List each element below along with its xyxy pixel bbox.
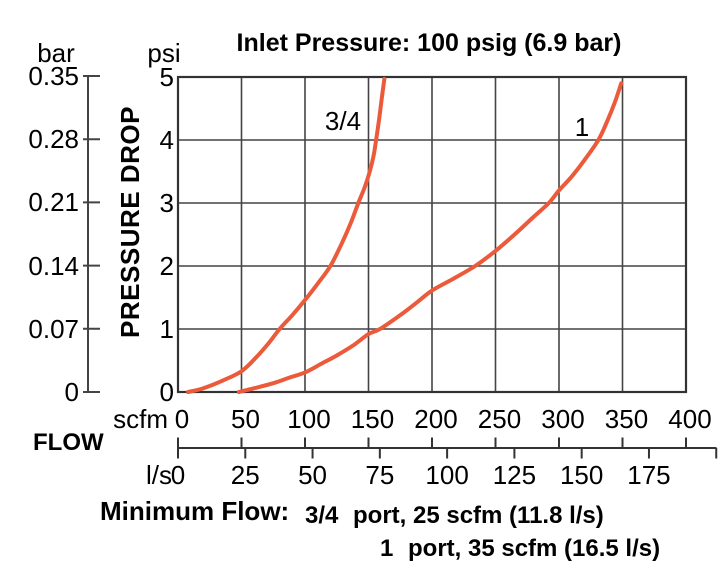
minimum-flow-label: Minimum Flow:	[100, 496, 290, 526]
minimum-flow-row2-detail: port, 35 scfm (16.5 l/s)	[408, 535, 661, 562]
flow-axis-label: FLOW	[33, 429, 104, 456]
curve-1-port	[236, 81, 624, 394]
scfm-tick-label: 350	[604, 404, 649, 434]
ls-tick-label: 125	[492, 460, 537, 490]
curve-3-4-port	[186, 76, 387, 394]
minimum-flow-row2-port-size: 1	[380, 535, 394, 562]
psi-tick-label: 4	[159, 125, 174, 155]
scfm-tick-label: 300	[541, 404, 585, 434]
bar-tick-label: 0.14	[28, 250, 79, 281]
bar-tick-label: 0	[64, 377, 79, 407]
bar-unit-label: bar	[37, 38, 75, 68]
bar-tick-label: 0.21	[28, 187, 79, 218]
psi-tick-label: 3	[159, 188, 174, 218]
pressure-drop-axis-label: PRESSURE DROP	[115, 106, 145, 338]
scfm-tick-label: 250	[477, 404, 522, 434]
psi-unit-label: psi	[147, 38, 181, 68]
curve-label-1-port: 1	[574, 112, 590, 142]
bar-tick-label: 0.28	[28, 124, 79, 155]
psi-tick-label: 5	[159, 62, 174, 92]
bar-tick-label: 0.07	[28, 313, 79, 344]
scfm-tick-label: 50	[231, 404, 260, 434]
ls-tick-label: 150	[559, 460, 604, 490]
plot-border	[176, 75, 688, 394]
scfm-unit-label: scfm	[113, 404, 168, 434]
psi-tick-label: 0	[159, 377, 174, 407]
ls-tick-label: 50	[298, 460, 328, 490]
psi-tick-label: 2	[159, 251, 174, 281]
ls-tick-label: 0	[170, 460, 186, 490]
scfm-tick-label: 400	[668, 404, 712, 434]
minimum-flow-row1-port-size: 3/4	[305, 502, 339, 529]
ls-tick-label: 75	[365, 460, 395, 490]
bar-tick-label: 0.35	[28, 61, 79, 91]
scfm-tick-label: 200	[414, 404, 458, 434]
ls-tick-label: 25	[230, 460, 260, 490]
curve-label-3-4-port: 3/4	[324, 106, 362, 136]
chart-title: Inlet Pressure: 100 psig (6.9 bar)	[236, 29, 622, 57]
scfm-tick-label: 100	[287, 404, 331, 434]
ls-unit-label: l/s	[146, 460, 172, 490]
scfm-tick-label: 0	[174, 404, 190, 434]
psi-tick-label: 1	[159, 314, 174, 344]
ls-tick-label: 175	[627, 460, 671, 490]
minimum-flow-row1-detail: port, 25 scfm (11.8 l/s)	[353, 502, 604, 529]
scfm-tick-label: 150	[350, 404, 395, 434]
ls-tick-label: 100	[425, 460, 469, 490]
